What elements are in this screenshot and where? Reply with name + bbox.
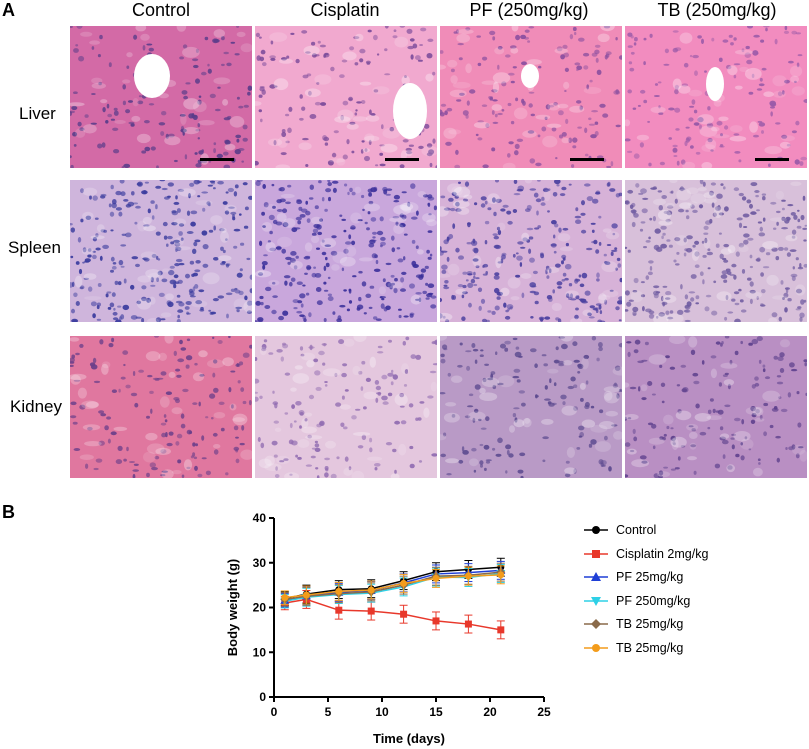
column-title-tb: TB (250mg/kg) [657,0,777,20]
vein-lumen [706,67,724,101]
data-point [432,617,440,625]
series-line [284,571,501,601]
data-point [432,574,440,582]
data-point [464,620,472,628]
data-point [367,586,375,594]
histology-image-kidney-tb [625,336,807,478]
x-tick-label: 0 [271,705,278,719]
histology-image-kidney-pf [440,336,622,478]
histology-image-spleen-tb [625,180,807,322]
data-point [400,579,408,587]
legend-label: PF 250mg/kg [616,593,691,608]
vein-lumen [134,54,170,98]
data-point [464,572,472,580]
legend-label: TB 25mg/kg [616,617,684,631]
histology-image-liver-cisplatin [255,26,437,168]
histology-image-spleen-control [70,180,252,322]
histology-image-spleen-cisplatin [255,180,437,322]
scale-bar [755,158,789,161]
y-tick-label: 20 [253,601,267,615]
series-line [284,572,501,602]
histology-image-liver-tb [625,26,807,168]
histology-image-spleen-pf [440,180,622,322]
data-point [335,606,343,614]
column-title-control: Control [131,0,191,20]
y-tick-label: 0 [259,690,266,704]
vein-lumen [393,83,427,139]
histology-image-kidney-cisplatin [255,336,437,478]
y-axis-label: Body weight (g) [225,559,240,657]
column-title-cisplatin: Cisplatin [310,0,380,20]
scale-bar [200,158,234,161]
x-tick-label: 20 [483,705,497,719]
histology-image-kidney-control [70,336,252,478]
histology-image-liver-control [70,26,252,168]
legend-label: Cisplatin 2mg/kg [616,546,709,561]
legend-swatch [584,549,608,558]
row-label-kidney: Kidney [10,397,62,416]
vein-lumen [521,64,539,88]
legend-label: TB 25mg/kg [616,640,684,655]
data-point [497,571,505,579]
series-5 [280,565,505,605]
data-point [497,626,505,634]
histology-image-liver-pf [440,26,622,168]
y-tick-label: 30 [253,556,267,570]
series-line [284,598,501,631]
x-tick-label: 25 [537,705,551,719]
series-line [284,574,501,599]
y-tick-label: 40 [253,511,267,525]
y-tick-label: 10 [253,645,267,659]
x-tick-label: 15 [429,705,443,719]
x-tick-label: 10 [375,705,389,719]
panel-a-letter: A [2,0,15,20]
legend-label: Control [616,523,657,537]
legend-swatch [584,619,608,629]
series-line [284,566,501,600]
scale-bar [385,158,419,161]
legend-swatch [584,572,608,581]
scale-bar [570,158,604,161]
body-weight-chart: 0 5 10 15 20 25 0 10 20 30 40 Body weight (g) Time… [225,511,551,746]
data-point [400,610,408,618]
panel-b-letter: B [2,502,15,522]
legend-label: PF 25mg/kg [616,570,684,584]
x-tick-label: 5 [325,705,332,719]
data-point [281,594,289,602]
data-point [367,607,375,615]
data-point [335,587,343,595]
legend-swatch [584,596,608,606]
column-title-pf: PF (250mg/kg) [469,0,589,20]
legend-swatch [584,643,608,652]
row-label-spleen: Spleen [8,238,61,257]
data-point [302,591,310,599]
series-1 [280,589,505,640]
row-label-liver: Liver [19,104,56,123]
x-axis-label: Time (days) [373,731,445,746]
legend-swatch [584,526,608,534]
